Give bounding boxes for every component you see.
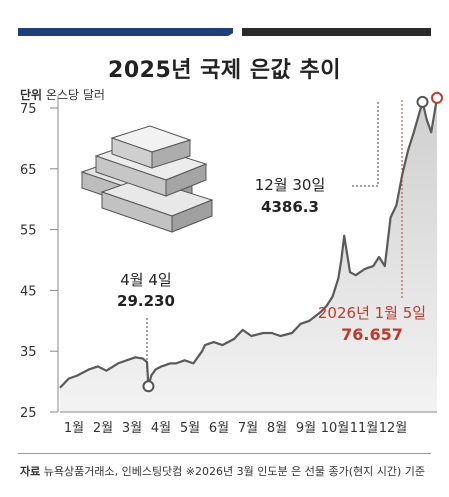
x-tick-label: 4월 [151,421,171,436]
x-tick-label: 5월 [180,421,200,436]
area-fill [60,97,437,413]
jan-value-label: 76.657 [341,325,403,344]
x-tick-label: 1월 [64,421,84,436]
header-bar-dark [242,28,431,36]
x-axis: 1월 2월 3월 4월 5월 6월 7월 8월 9월 10월 11월 12월 [64,421,407,436]
y-tick-label: 35 [20,345,37,360]
header-bar-notch [228,28,242,36]
y-tick-label: 45 [20,284,37,299]
dec-value-label: 4386.3 [261,198,319,216]
unit-label: 단위 온스당 달러 [20,86,105,103]
apr-value-label: 29.230 [117,292,175,310]
unit-key: 단위 [20,88,43,102]
dec-leader-line [352,100,379,187]
header-bar [18,28,431,36]
x-tick-label: 3월 [122,421,142,436]
area-series [59,97,439,413]
x-tick-label: 12월 [379,421,408,436]
x-tick-label: 7월 [238,421,258,436]
unit-value: 온스당 달러 [45,88,105,102]
x-tick-label: 9월 [296,421,316,436]
point-apr-4 [142,380,155,393]
price-line [59,97,439,389]
y-axis: 25 35 45 55 65 75 [20,96,59,421]
y-tick-label: 65 [20,163,37,178]
y-tick-label: 75 [20,102,37,117]
source-key: 자료 [20,465,41,478]
apr-date-label: 4월 4일 [120,271,171,289]
x-tick-label: 10월 [321,421,350,436]
y-tick-label: 25 [20,406,37,421]
dec-date-label: 12월 30일 [255,176,326,194]
source-text: 뉴욕상품거래소, 인베스팅닷컴 ※2026년 3월 인도분 은 선물 종가(현지… [43,465,425,478]
x-tick-label: 2월 [93,421,113,436]
header-bar-blue [18,28,233,36]
x-tick-label: 6월 [209,421,229,436]
jan-date-label: 2026년 1월 5일 [318,304,426,322]
point-jan-5 [431,91,443,104]
source-note: 자료 뉴욕상품거래소, 인베스팅닷컴 ※2026년 3월 인도분 은 선물 종가… [20,463,425,479]
chart-title: 2025년 국제 은값 추이 [108,58,341,83]
x-tick-label: 8월 [267,421,287,436]
silver-bars-icon [80,125,214,233]
y-tick-label: 55 [20,224,37,239]
point-dec-30 [416,95,429,108]
x-tick-label: 11월 [350,421,379,436]
footer-divider [18,453,431,454]
